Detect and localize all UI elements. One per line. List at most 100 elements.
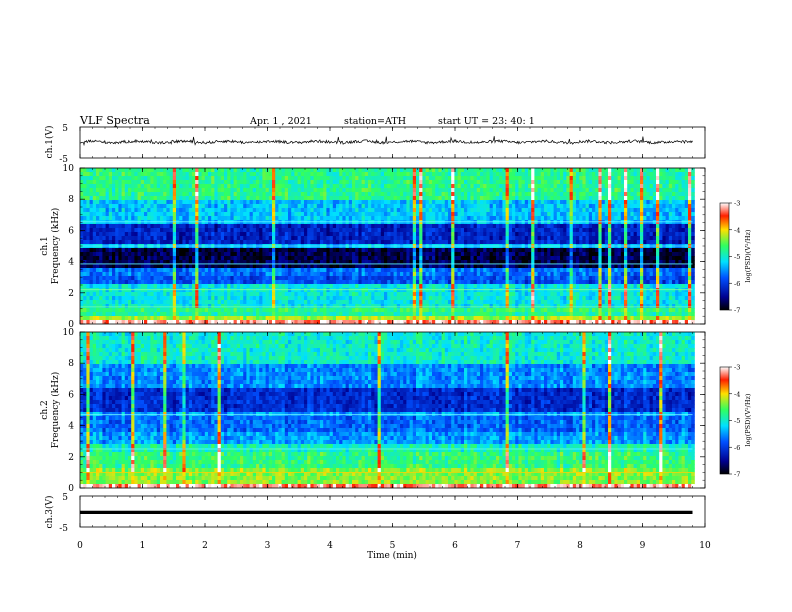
spectrogram-cell: [227, 268, 231, 273]
spectrogram-cell: [224, 240, 228, 245]
spectrogram-cell: [553, 256, 558, 261]
spectrogram-cell: [512, 260, 516, 265]
spectrogram-cell: [528, 176, 532, 181]
spectrogram-cell: [105, 204, 110, 209]
spectrogram-cell: [540, 168, 545, 173]
spectrogram-cell: [156, 260, 161, 265]
spectrogram-cell: [336, 212, 340, 217]
spectrogram-cell: [665, 180, 670, 185]
spectrogram-cell: [185, 188, 190, 193]
spectrogram-cell: [560, 252, 564, 257]
spectrogram-cell: [572, 168, 577, 173]
spectrogram-cell: [604, 260, 609, 265]
spectrogram-cell: [627, 204, 631, 209]
spectrogram-cell: [364, 212, 369, 217]
spectrogram-cell: [342, 252, 346, 257]
spectrogram-cell: [665, 252, 670, 257]
spectrogram-cell: [195, 176, 199, 181]
spectrogram-cell: [560, 200, 564, 205]
spectrogram-cell: [163, 252, 167, 257]
spectrogram-cell: [326, 252, 330, 257]
spectrogram-cell: [265, 264, 270, 269]
spectrogram-cell: [313, 168, 318, 173]
spectrogram-cell: [470, 208, 474, 213]
spectrogram-cell: [684, 196, 689, 201]
spectrogram-cell: [384, 180, 388, 185]
spectrogram-cell: [83, 216, 87, 221]
spectrogram-cell: [521, 172, 526, 177]
spectrogram-cell: [86, 236, 90, 241]
spectrogram-cell: [409, 228, 414, 233]
spectrogram-cell: [646, 180, 650, 185]
spectrogram-cell: [211, 208, 215, 213]
spectrogram-cell: [291, 188, 295, 193]
spectrogram-cell: [169, 224, 174, 229]
spectrogram-cell: [220, 168, 225, 173]
spectrogram-cell: [518, 260, 522, 265]
spectrogram-cell: [588, 192, 593, 197]
spectrogram-cell: [252, 212, 257, 217]
spectrogram-cell: [553, 176, 558, 181]
spectrogram-cell: [102, 188, 106, 193]
spectrogram-cell: [572, 204, 577, 209]
spectrogram-cell: [640, 212, 644, 217]
spectrogram-cell: [678, 228, 682, 233]
spectrogram-cell: [163, 248, 167, 253]
spectrogram-cell: [198, 268, 202, 273]
spectrogram-cell: [374, 240, 378, 245]
spectrogram-cell: [406, 200, 410, 205]
spectrogram-cell: [531, 224, 535, 229]
spectrogram-cell: [297, 196, 302, 201]
spectrogram-cell: [172, 212, 177, 217]
spectrogram-cell: [345, 264, 350, 269]
spectrogram-cell: [672, 172, 676, 177]
spectrogram-cell: [476, 188, 481, 193]
spectrogram-cell: [646, 228, 650, 233]
spectrogram-cell: [473, 196, 478, 201]
spectrogram-cell: [518, 180, 522, 185]
spectrogram-cell: [659, 188, 663, 193]
spectrogram-cell: [444, 256, 449, 261]
spectrogram-cell: [329, 216, 334, 221]
spectrogram-cell: [473, 224, 478, 229]
spectrogram-cell: [140, 224, 145, 229]
spectrogram-cell: [211, 176, 215, 181]
spectrogram-cell: [444, 248, 449, 253]
spectrogram-cell: [246, 188, 250, 193]
spectrogram-cell: [611, 256, 615, 261]
spectrogram-cell: [435, 228, 439, 233]
spectrogram-cell: [134, 188, 138, 193]
spectrogram-cell: [428, 204, 433, 209]
spectrogram-cell: [300, 252, 305, 257]
spectrogram-cell: [608, 236, 612, 241]
spectrogram-cell: [579, 248, 583, 253]
spectrogram-cell: [249, 180, 254, 185]
spectrogram-cell: [582, 252, 586, 257]
spectrogram-cell: [99, 232, 103, 237]
spectrogram-cell: [233, 212, 238, 217]
spectrogram-cell: [358, 232, 362, 237]
spectrogram-cell: [83, 188, 87, 193]
spectrogram-cell: [374, 192, 378, 197]
spectrogram-cell: [230, 172, 234, 177]
spectrogram-cell: [448, 172, 452, 177]
spectrogram-cell: [371, 216, 375, 221]
spectrogram-cell: [428, 184, 433, 189]
spectrogram-cell: [406, 248, 410, 253]
spectrogram-cell: [553, 168, 558, 173]
spectrogram-cell: [544, 168, 548, 173]
spectrogram-cell: [544, 240, 548, 245]
spectrogram-cell: [121, 240, 126, 245]
spectrogram-cell: [224, 204, 228, 209]
spectrogram-cell: [320, 168, 324, 173]
spectrogram-cell: [441, 264, 446, 269]
spectrogram-cell: [563, 228, 567, 233]
spectrogram-cell: [620, 184, 625, 189]
spectrogram-cell: [630, 188, 634, 193]
spectrogram-cell: [176, 260, 180, 265]
spectrogram-cell: [553, 188, 558, 193]
spectrogram-cell: [515, 260, 519, 265]
spectrogram-cell: [358, 196, 362, 201]
spectrogram-cell: [256, 168, 260, 173]
spectrogram-cell: [115, 168, 119, 173]
